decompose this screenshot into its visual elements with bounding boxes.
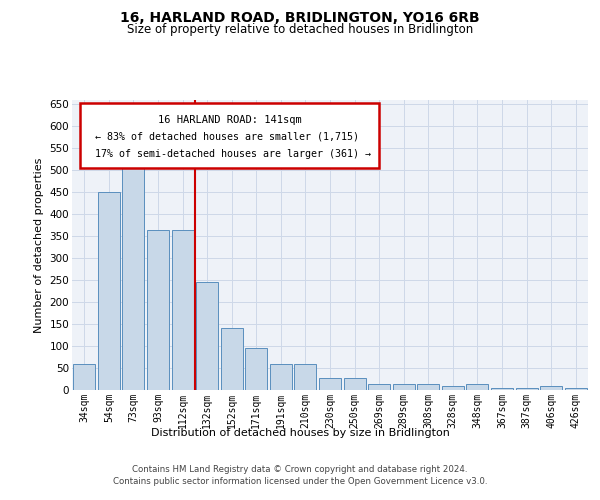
Text: Size of property relative to detached houses in Bridlington: Size of property relative to detached ho… xyxy=(127,24,473,36)
Bar xyxy=(172,230,194,390)
Bar xyxy=(295,364,316,390)
Bar xyxy=(73,364,95,390)
Bar xyxy=(466,384,488,390)
Bar xyxy=(442,386,464,390)
Bar xyxy=(344,378,365,390)
Bar xyxy=(368,384,390,390)
Bar xyxy=(270,364,292,390)
Bar xyxy=(122,160,145,390)
Bar xyxy=(565,388,587,390)
Text: Contains public sector information licensed under the Open Government Licence v3: Contains public sector information licen… xyxy=(113,476,487,486)
Y-axis label: Number of detached properties: Number of detached properties xyxy=(34,158,44,332)
Text: 16, HARLAND ROAD, BRIDLINGTON, YO16 6RB: 16, HARLAND ROAD, BRIDLINGTON, YO16 6RB xyxy=(120,10,480,24)
Bar xyxy=(147,230,169,390)
Bar xyxy=(245,348,268,390)
Text: Contains HM Land Registry data © Crown copyright and database right 2024.: Contains HM Land Registry data © Crown c… xyxy=(132,464,468,473)
Text: 17% of semi-detached houses are larger (361) →: 17% of semi-detached houses are larger (… xyxy=(95,150,371,160)
FancyBboxPatch shape xyxy=(80,103,379,168)
Bar xyxy=(319,378,341,390)
Bar xyxy=(196,282,218,390)
Bar xyxy=(540,386,562,390)
Text: 16 HARLAND ROAD: 141sqm: 16 HARLAND ROAD: 141sqm xyxy=(158,114,301,124)
Bar xyxy=(221,328,243,390)
Bar xyxy=(392,384,415,390)
Bar xyxy=(491,388,513,390)
Bar xyxy=(515,388,538,390)
Text: ← 83% of detached houses are smaller (1,715): ← 83% of detached houses are smaller (1,… xyxy=(95,132,359,142)
Bar xyxy=(417,384,439,390)
Text: Distribution of detached houses by size in Bridlington: Distribution of detached houses by size … xyxy=(151,428,449,438)
Bar xyxy=(98,192,120,390)
